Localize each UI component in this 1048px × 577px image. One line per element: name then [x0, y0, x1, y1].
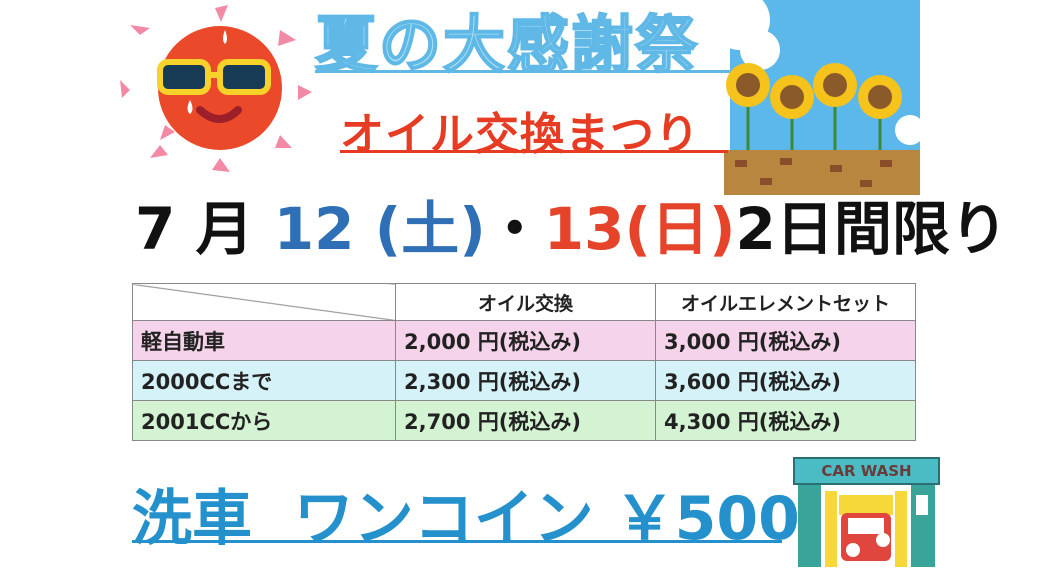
car-wash-illustration: CAR WASH — [793, 455, 940, 567]
date-suffix: 2日間限り — [735, 195, 1008, 263]
date-dow2: (日) — [624, 195, 736, 263]
row-oil-price: 2,300 円(税込み) — [395, 360, 656, 401]
row-oil-price: 2,700 円(税込み) — [395, 400, 656, 441]
date-separator: ・ — [485, 195, 544, 263]
row-label: 2000CCまで — [132, 360, 396, 401]
row-set-price: 3,000 円(税込み) — [655, 320, 916, 361]
date-month-unit: 月 — [195, 195, 254, 263]
date-dow1: (土) — [374, 195, 486, 263]
table-header-row: オイル交換 オイルエレメントセット — [132, 283, 916, 321]
table-header-empty — [132, 283, 396, 321]
date-day1: 12 — [273, 195, 355, 263]
row-oil-price: 2,000 円(税込み) — [395, 320, 656, 361]
row-set-price: 3,600 円(税込み) — [655, 360, 916, 401]
wash-price: ￥500 — [614, 484, 800, 554]
event-date: 7 月 12 (土)・13(日)2日間限り — [135, 182, 1008, 266]
table-header-set: オイルエレメントセット — [655, 283, 916, 321]
date-month: 7 — [135, 195, 176, 263]
car-wash-offer: 洗車 ワンコイン ￥500 — [132, 470, 800, 557]
table-row: 2001CCから 2,700 円(税込み) 4,300 円(税込み) — [132, 400, 916, 441]
wash-label: 洗車 — [132, 484, 252, 554]
row-set-price: 4,300 円(税込み) — [655, 400, 916, 441]
price-table: オイル交換 オイルエレメントセット 軽自動車 2,000 円(税込み) 3,00… — [132, 283, 916, 441]
table-header-oil: オイル交換 — [395, 283, 656, 321]
date-day2: 13 — [543, 195, 625, 263]
wash-underline — [132, 540, 782, 543]
sun-illustration — [120, 5, 312, 172]
car-wash-icon — [798, 483, 935, 567]
wash-offer: ワンコイン — [293, 484, 594, 554]
table-row: 2000CCまで 2,300 円(税込み) 3,600 円(税込み) — [132, 360, 916, 401]
title-underline — [315, 70, 735, 73]
sunflowers-illustration — [720, 0, 920, 195]
table-row: 軽自動車 2,000 円(税込み) 3,000 円(税込み) — [132, 320, 916, 361]
subtitle-underline — [340, 150, 728, 153]
row-label: 軽自動車 — [132, 320, 396, 361]
car-wash-sign: CAR WASH — [793, 457, 940, 485]
event-title: 夏の大感謝祭 — [314, 7, 700, 82]
row-label: 2001CCから — [132, 400, 396, 441]
